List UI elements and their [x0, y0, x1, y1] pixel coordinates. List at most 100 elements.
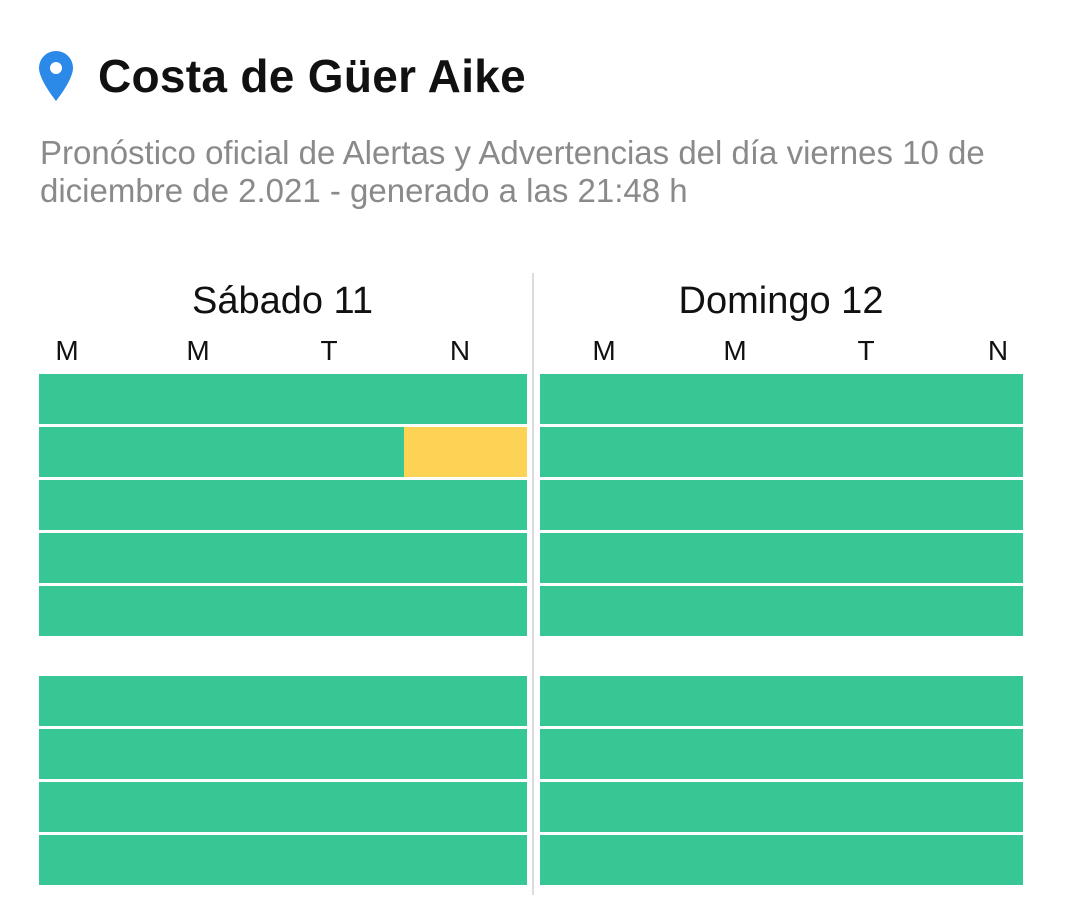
- alert-cell-green: [282, 729, 405, 779]
- map-pin-icon: [39, 51, 73, 101]
- alert-cell-green: [781, 427, 902, 477]
- alert-cell-green: [901, 427, 1023, 477]
- day-title: Sábado 11: [191, 280, 374, 322]
- alert-cell-green: [282, 586, 405, 636]
- alert-cell-green: [660, 427, 782, 477]
- alert-cell-green: [39, 586, 162, 636]
- alert-cell-green: [540, 835, 661, 885]
- alert-cell-green: [282, 427, 405, 477]
- alert-row: [540, 427, 1023, 477]
- period-label: M: [723, 335, 747, 366]
- alert-row: [540, 533, 1023, 583]
- alert-cell-green: [39, 480, 162, 530]
- alert-row: [540, 586, 1023, 636]
- alert-cell-green: [781, 835, 902, 885]
- alert-cell-green: [660, 729, 782, 779]
- alert-cell-green: [901, 782, 1023, 832]
- alert-cell-green: [540, 480, 661, 530]
- alert-cell-green: [540, 427, 661, 477]
- forecast-description: Pronóstico oficial de Alertas y Adverten…: [40, 134, 985, 209]
- alert-cell-green: [404, 374, 527, 424]
- alert-cell-green: [901, 480, 1023, 530]
- alert-cell-green: [39, 427, 162, 477]
- alert-cell-green: [39, 374, 162, 424]
- alert-cell-green: [160, 586, 283, 636]
- alert-cell-green: [540, 676, 661, 726]
- alert-group: [540, 374, 1023, 639]
- period-label: T: [857, 335, 875, 366]
- alert-cell-green: [901, 586, 1023, 636]
- alert-cell-green: [404, 782, 527, 832]
- alert-cell-green: [781, 480, 902, 530]
- alert-group: [39, 676, 527, 888]
- alert-cell-green: [39, 782, 162, 832]
- alert-cell-green: [781, 729, 902, 779]
- alert-row: [540, 782, 1023, 832]
- alert-cell-green: [282, 480, 405, 530]
- alert-row: [39, 586, 527, 636]
- alert-cell-green: [282, 676, 405, 726]
- alert-cell-green: [660, 374, 782, 424]
- alert-cell-green: [901, 374, 1023, 424]
- period-label: M: [55, 335, 79, 366]
- alert-cell-green: [404, 480, 527, 530]
- alert-cell-green: [160, 729, 283, 779]
- alert-cell-green: [901, 676, 1023, 726]
- alert-cell-green: [160, 374, 283, 424]
- alert-row: [540, 480, 1023, 530]
- alert-group: [39, 374, 527, 639]
- alert-cell-green: [39, 533, 162, 583]
- day-divider: [532, 273, 534, 895]
- location-title: Costa de Güer Aike: [98, 50, 527, 102]
- alert-cell-green: [404, 835, 527, 885]
- alert-row: [540, 374, 1023, 424]
- alert-row: [540, 729, 1023, 779]
- alert-cell-green: [39, 676, 162, 726]
- alert-cell-green: [901, 533, 1023, 583]
- location-header: Costa de Güer Aike: [38, 48, 526, 104]
- alert-cell-green: [540, 533, 661, 583]
- alert-row: [39, 374, 527, 424]
- alert-cell-green: [660, 480, 782, 530]
- alert-row: [39, 729, 527, 779]
- alert-row: [39, 676, 527, 726]
- alert-row: [540, 835, 1023, 885]
- alert-cell-green: [39, 835, 162, 885]
- alert-cell-green: [781, 782, 902, 832]
- alert-row: [39, 427, 527, 477]
- alert-group: [540, 676, 1023, 888]
- alert-cell-green: [282, 782, 405, 832]
- alert-cell-green: [404, 533, 527, 583]
- alert-cell-green: [282, 835, 405, 885]
- alert-cell-green: [540, 586, 661, 636]
- period-label: N: [987, 335, 1009, 366]
- period-label: M: [592, 335, 616, 366]
- alert-cell-green: [660, 676, 782, 726]
- alert-cell-green: [282, 374, 405, 424]
- alert-cell-green: [160, 676, 283, 726]
- alert-row: [39, 533, 527, 583]
- alert-cell-green: [540, 782, 661, 832]
- alert-cell-green: [282, 533, 405, 583]
- alert-cell-green: [404, 676, 527, 726]
- alert-cell-green: [39, 729, 162, 779]
- alert-cell-green: [781, 374, 902, 424]
- period-label: N: [449, 335, 471, 366]
- period-label: T: [320, 335, 338, 366]
- alert-row: [39, 480, 527, 530]
- alert-cell-green: [781, 676, 902, 726]
- alert-cell-green: [160, 533, 283, 583]
- alert-cell-green: [660, 835, 782, 885]
- day-title: Domingo 12: [678, 280, 884, 322]
- alert-cell-green: [404, 729, 527, 779]
- alert-cell-green: [660, 533, 782, 583]
- alert-cell-green: [660, 586, 782, 636]
- alert-cell-green: [901, 835, 1023, 885]
- alert-cell-green: [901, 729, 1023, 779]
- alert-cell-green: [160, 782, 283, 832]
- alert-cell-green: [781, 586, 902, 636]
- alert-cell-green: [540, 374, 661, 424]
- alert-row: [540, 676, 1023, 726]
- alert-cell-green: [160, 835, 283, 885]
